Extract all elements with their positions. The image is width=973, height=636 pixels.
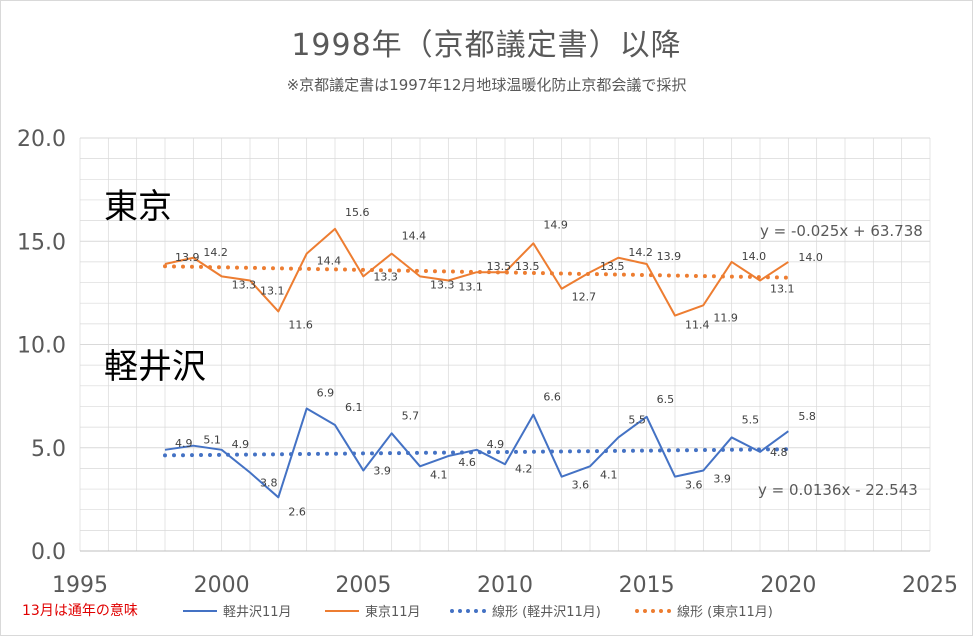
- legend-label: 線形 (東京11月): [677, 604, 773, 620]
- series-line-karuizawa: [164, 407, 789, 499]
- data-label: 5.5: [628, 413, 646, 426]
- x-tick-label: 2025: [902, 573, 958, 598]
- data-label: 14.0: [742, 250, 767, 263]
- data-label: 3.9: [373, 464, 391, 477]
- data-label: 13.1: [260, 284, 285, 297]
- region-label-tokyo: 東京: [104, 187, 172, 227]
- data-label: 3.8: [260, 477, 278, 490]
- series-line-tokyo: [164, 227, 789, 317]
- x-tick-label: 2010: [477, 573, 533, 598]
- data-label: 13.1: [458, 280, 483, 293]
- data-label: 14.9: [543, 218, 568, 231]
- x-tick-label: 1995: [52, 573, 108, 598]
- y-tick-label: 5.0: [31, 437, 66, 462]
- data-label: 12.7: [572, 291, 597, 304]
- y-tick-label: 10.0: [17, 334, 66, 359]
- data-label: 5.8: [798, 410, 816, 423]
- x-tick-label: 2000: [194, 573, 250, 598]
- x-tick-label: 2005: [335, 573, 391, 598]
- data-label: 14.0: [798, 251, 823, 264]
- data-label: 4.1: [600, 468, 618, 481]
- region-label-karuizawa: 軽井沢: [104, 347, 206, 387]
- data-label: 4.2: [515, 462, 533, 475]
- data-label: 15.6: [345, 206, 370, 219]
- x-tick-label: 2015: [619, 573, 675, 598]
- data-label: 13.9: [175, 251, 200, 264]
- data-label: 6.1: [345, 401, 363, 414]
- trendline-equation: y = -0.025x + 63.738: [760, 222, 923, 240]
- data-label: 3.6: [685, 479, 703, 492]
- data-label: 13.9: [657, 250, 682, 263]
- data-label: 4.9: [175, 437, 193, 450]
- trendline-equation: y = 0.0136x - 22.543: [758, 481, 918, 499]
- data-label: 11.4: [685, 319, 710, 332]
- data-label: 4.6: [458, 456, 476, 469]
- legend-label: 線形 (軽井沢11月): [492, 604, 601, 620]
- data-label: 13.5: [487, 260, 512, 273]
- x-tick-label: 2020: [760, 573, 816, 598]
- data-label: 13.3: [430, 278, 455, 291]
- chart-title: 1998年（京都議定書）以降: [291, 28, 682, 63]
- data-label: 13.5: [515, 260, 540, 273]
- y-tick-label: 15.0: [17, 230, 66, 255]
- y-tick-label: 20.0: [17, 127, 66, 152]
- note-text: 13月は通年の意味: [22, 603, 138, 619]
- data-label: 13.5: [600, 260, 625, 273]
- data-label: 6.9: [317, 387, 335, 400]
- data-label: 4.8: [770, 446, 788, 459]
- data-label: 14.4: [402, 230, 427, 243]
- data-label: 5.5: [742, 413, 760, 426]
- chart-subtitle: ※京都議定書は1997年12月地球温暖化防止京都会議で採択: [286, 76, 687, 94]
- legend-label: 軽井沢11月: [223, 605, 292, 620]
- data-label: 4.1: [430, 468, 448, 481]
- data-label: 14.2: [628, 246, 653, 259]
- data-label: 13.3: [232, 278, 257, 291]
- data-label: 6.5: [657, 393, 675, 406]
- data-label: 11.6: [288, 318, 313, 331]
- data-label: 13.3: [373, 270, 398, 283]
- data-label: 2.6: [288, 505, 306, 518]
- data-label: 14.2: [203, 246, 228, 259]
- data-label: 11.9: [713, 311, 738, 324]
- data-label: 14.4: [317, 255, 342, 268]
- legend-label: 東京11月: [365, 604, 421, 620]
- data-label: 13.1: [770, 282, 795, 295]
- data-label: 4.9: [487, 438, 505, 451]
- data-label: 3.9: [713, 472, 731, 485]
- data-label: 6.6: [543, 391, 561, 404]
- data-label: 5.7: [402, 409, 420, 422]
- data-label: 5.1: [203, 434, 221, 447]
- y-tick-label: 0.0: [31, 540, 66, 565]
- data-label: 3.6: [572, 479, 590, 492]
- data-label: 4.9: [232, 438, 250, 451]
